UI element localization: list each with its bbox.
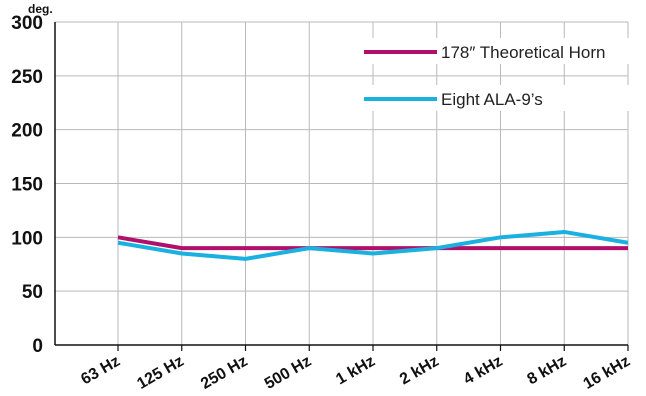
legend-label: 178″ Theoretical Horn [441,43,605,62]
x-tick-label: 250 Hz [198,353,250,393]
series-line-2 [117,229,629,261]
y-tick-label: 150 [11,175,43,196]
y-tick-label: 300 [11,13,43,34]
series-line-1 [117,235,628,251]
series-lines [117,229,629,261]
y-tick-label: 50 [22,282,43,303]
x-tick-label: 500 Hz [262,353,314,393]
y-tick-label: 200 [11,121,43,142]
x-tick-label: 16 kHz [581,353,633,393]
legend-label: Eight ALA-9’s [441,90,543,109]
x-tick-label: 8 kHz [525,353,570,389]
x-tick-label: 1 kHz [333,353,378,389]
y-tick-label: 0 [32,336,43,357]
x-tick-labels: 63 Hz 125 Hz 250 Hz 500 Hz 1 kHz 2 kHz 4 kHz 8 … [78,353,633,393]
grid [55,21,629,345]
axes [54,22,629,351]
y-tick-label: 250 [11,67,43,88]
x-tick-label: 125 Hz [134,353,186,393]
y-tick-labels: 0 50 100 150 200 250 300 [11,13,43,357]
x-tick-label: 63 Hz [78,353,123,389]
legend: 178″ Theoretical Horn Eight ALA-9’s [360,38,632,111]
x-tick-label: 4 kHz [461,353,506,389]
x-tick-label: 2 kHz [397,353,442,389]
y-axis-unit-label: deg. [28,2,53,16]
y-tick-label: 100 [11,228,43,249]
